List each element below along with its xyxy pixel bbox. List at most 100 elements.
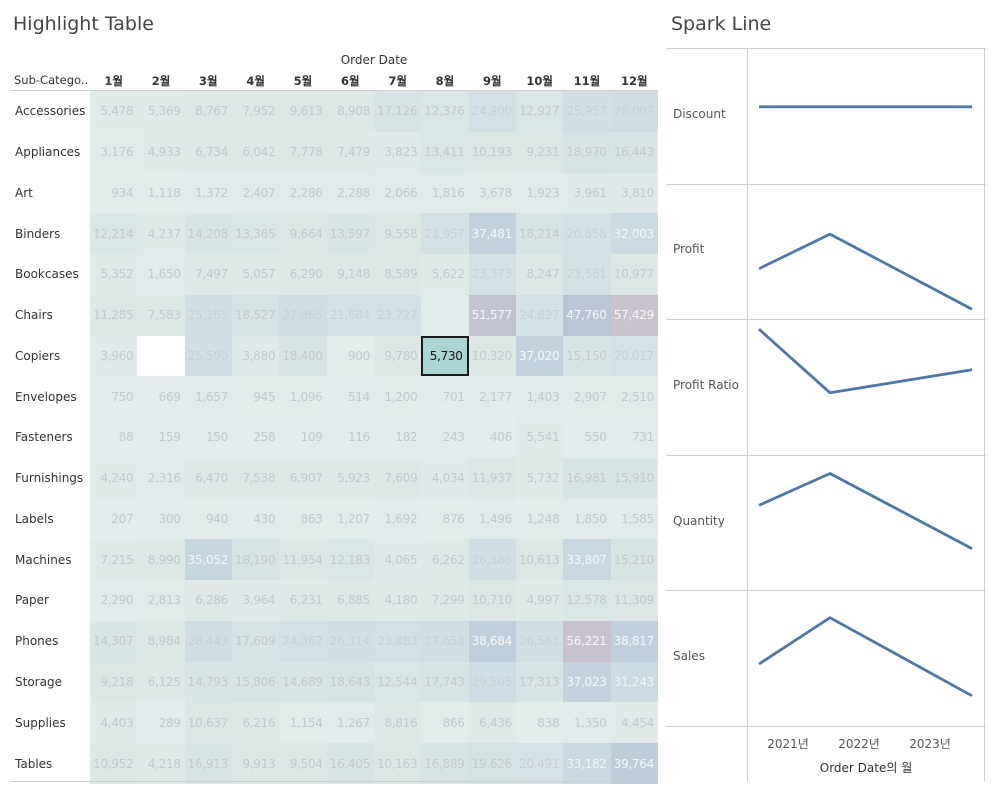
heatmap-cell[interactable]: 20,858 [563,213,611,255]
heatmap-cell[interactable]: 18,214 [515,213,564,255]
heatmap-cell[interactable]: 3,961 [563,172,611,214]
heatmap-cell[interactable]: 32,003 [610,213,658,255]
row-label[interactable]: Binders [15,226,61,241]
month-header-6[interactable]: 6월 [341,74,360,88]
heatmap-cell[interactable]: 29,505 [468,661,516,703]
heatmap-cell[interactable]: 750 [90,376,138,418]
heatmap-cell[interactable]: 10,637 [184,702,232,744]
heatmap-cell[interactable]: 31,243 [610,661,658,703]
row-label[interactable]: Labels [15,511,54,526]
heatmap-cell[interactable]: 2,510 [610,376,658,418]
heatmap-cell[interactable]: 9,664 [279,213,327,255]
heatmap-cell[interactable]: 1,118 [137,172,185,214]
heatmap-cell[interactable]: 8,984 [137,620,185,662]
heatmap-cell[interactable]: 4,065 [373,539,422,581]
month-header-10[interactable]: 10월 [526,74,553,88]
heatmap-cell[interactable]: 2,407 [231,172,280,214]
heatmap-cell[interactable]: 37,481 [468,213,516,255]
heatmap-cell[interactable]: 21,957 [421,213,469,255]
heatmap-cell[interactable]: 4,403 [90,702,138,744]
heatmap-cell[interactable]: 669 [137,376,185,418]
heatmap-cell[interactable]: 430 [231,498,280,540]
row-label[interactable]: Machines [15,552,72,567]
row-header-label[interactable]: Sub-Catego.. [14,73,88,87]
row-label[interactable]: Accessories [15,104,86,119]
heatmap-cell[interactable]: 9,558 [373,213,422,255]
heatmap-cell[interactable]: 2,907 [563,376,611,418]
heatmap-cell[interactable]: 37,023 [563,661,611,703]
heatmap-cell[interactable]: 6,290 [279,254,327,295]
heatmap-cell[interactable]: 23,561 [563,254,611,295]
heatmap-cell[interactable]: 2,288 [326,172,374,214]
heatmap-cell[interactable]: 33,182 [563,743,611,784]
heatmap-cell[interactable]: 6,734 [184,131,232,173]
heatmap-cell[interactable]: 28,443 [184,620,232,662]
heatmap-cell[interactable]: 2,316 [137,457,185,499]
heatmap-cell[interactable]: 7,583 [137,294,185,336]
heatmap-cell[interactable]: 934 [90,172,138,214]
heatmap-cell[interactable]: 2,813 [137,580,185,621]
heatmap-cell[interactable]: 23,883 [373,620,422,662]
heatmap-cell[interactable]: 7,778 [279,131,327,173]
heatmap-cell[interactable]: 35,052 [184,539,232,581]
heatmap-cell[interactable]: 5,057 [231,254,280,295]
heatmap-cell[interactable]: 10,320 [468,335,516,377]
heatmap-cell[interactable]: 10,952 [90,743,138,784]
heatmap-cell[interactable]: 9,218 [90,661,138,703]
heatmap-cell[interactable]: 6,216 [231,702,280,744]
heatmap-cell[interactable]: 5,352 [90,254,138,295]
heatmap-cell[interactable]: 10,710 [468,580,516,621]
heatmap-cell[interactable]: 47,760 [563,294,611,336]
row-label[interactable]: Tables [15,756,53,771]
heatmap-cell[interactable] [421,294,469,336]
heatmap-cell[interactable]: 14,307 [90,620,138,662]
heatmap-cell[interactable]: 731 [610,417,658,458]
heatmap-cell[interactable]: 16,889 [421,743,469,784]
heatmap-cell[interactable]: 51,577 [468,294,516,336]
row-label[interactable]: Paper [15,593,49,608]
heatmap-cell[interactable] [137,335,185,377]
heatmap-cell[interactable]: 26,386 [468,539,516,581]
heatmap-cell[interactable]: 10,193 [468,131,516,173]
row-label[interactable]: Furnishings [15,471,84,486]
heatmap-cell[interactable]: 18,190 [231,539,280,581]
heatmap-cell[interactable]: 6,907 [279,457,327,499]
heatmap-cell[interactable]: 1,650 [137,254,185,295]
heatmap-cell[interactable]: 5,923 [326,457,374,499]
heatmap-cell[interactable]: 11,937 [468,457,516,499]
heatmap-cell[interactable]: 863 [279,498,327,540]
heatmap-cell[interactable]: 11,954 [279,539,327,581]
heatmap-cell[interactable]: 7,538 [231,457,280,499]
heatmap-cell[interactable]: 25,590 [184,335,232,377]
spark-line-series[interactable] [758,232,973,311]
heatmap-cell[interactable]: 15,806 [231,661,280,703]
spark-line-series[interactable] [758,472,973,550]
heatmap-cell[interactable]: 1,154 [279,702,327,744]
heatmap-cell[interactable]: 16,443 [610,131,658,173]
heatmap-cell[interactable]: 9,504 [279,743,327,784]
heatmap-cell[interactable]: 11,285 [90,294,138,336]
heatmap-cell[interactable]: 6,286 [184,580,232,621]
heatmap-cell[interactable]: 26,314 [326,620,374,662]
month-header-1[interactable]: 1월 [104,74,123,88]
heatmap-cell[interactable]: 1,403 [515,376,564,418]
heatmap-cell[interactable]: 1,207 [326,498,374,540]
heatmap-cell[interactable]: 9,780 [373,335,422,377]
heatmap-cell[interactable]: 5,369 [137,91,185,132]
heatmap-cell[interactable]: 6,231 [279,580,327,621]
heatmap-cell[interactable]: 24,900 [468,91,516,132]
heatmap-cell[interactable]: 109 [279,417,327,458]
month-header-8[interactable]: 8월 [435,74,455,88]
heatmap-cell[interactable]: 23,373 [468,254,516,295]
heatmap-cell[interactable]: 24,362 [279,620,327,662]
heatmap-cell[interactable]: 5,732 [515,457,564,499]
heatmap-cell[interactable]: 6,470 [184,457,232,499]
heatmap-cell[interactable]: 116 [326,417,374,458]
spark-line-series[interactable] [758,616,973,698]
heatmap-cell[interactable]: 182 [373,417,422,458]
heatmap-cell[interactable]: 3,823 [373,131,422,173]
heatmap-cell[interactable]: 2,177 [468,376,516,418]
heatmap-cell[interactable]: 56,221 [563,620,611,662]
heatmap-cell[interactable]: 876 [421,498,469,540]
heatmap-cell[interactable]: 7,215 [90,539,138,581]
